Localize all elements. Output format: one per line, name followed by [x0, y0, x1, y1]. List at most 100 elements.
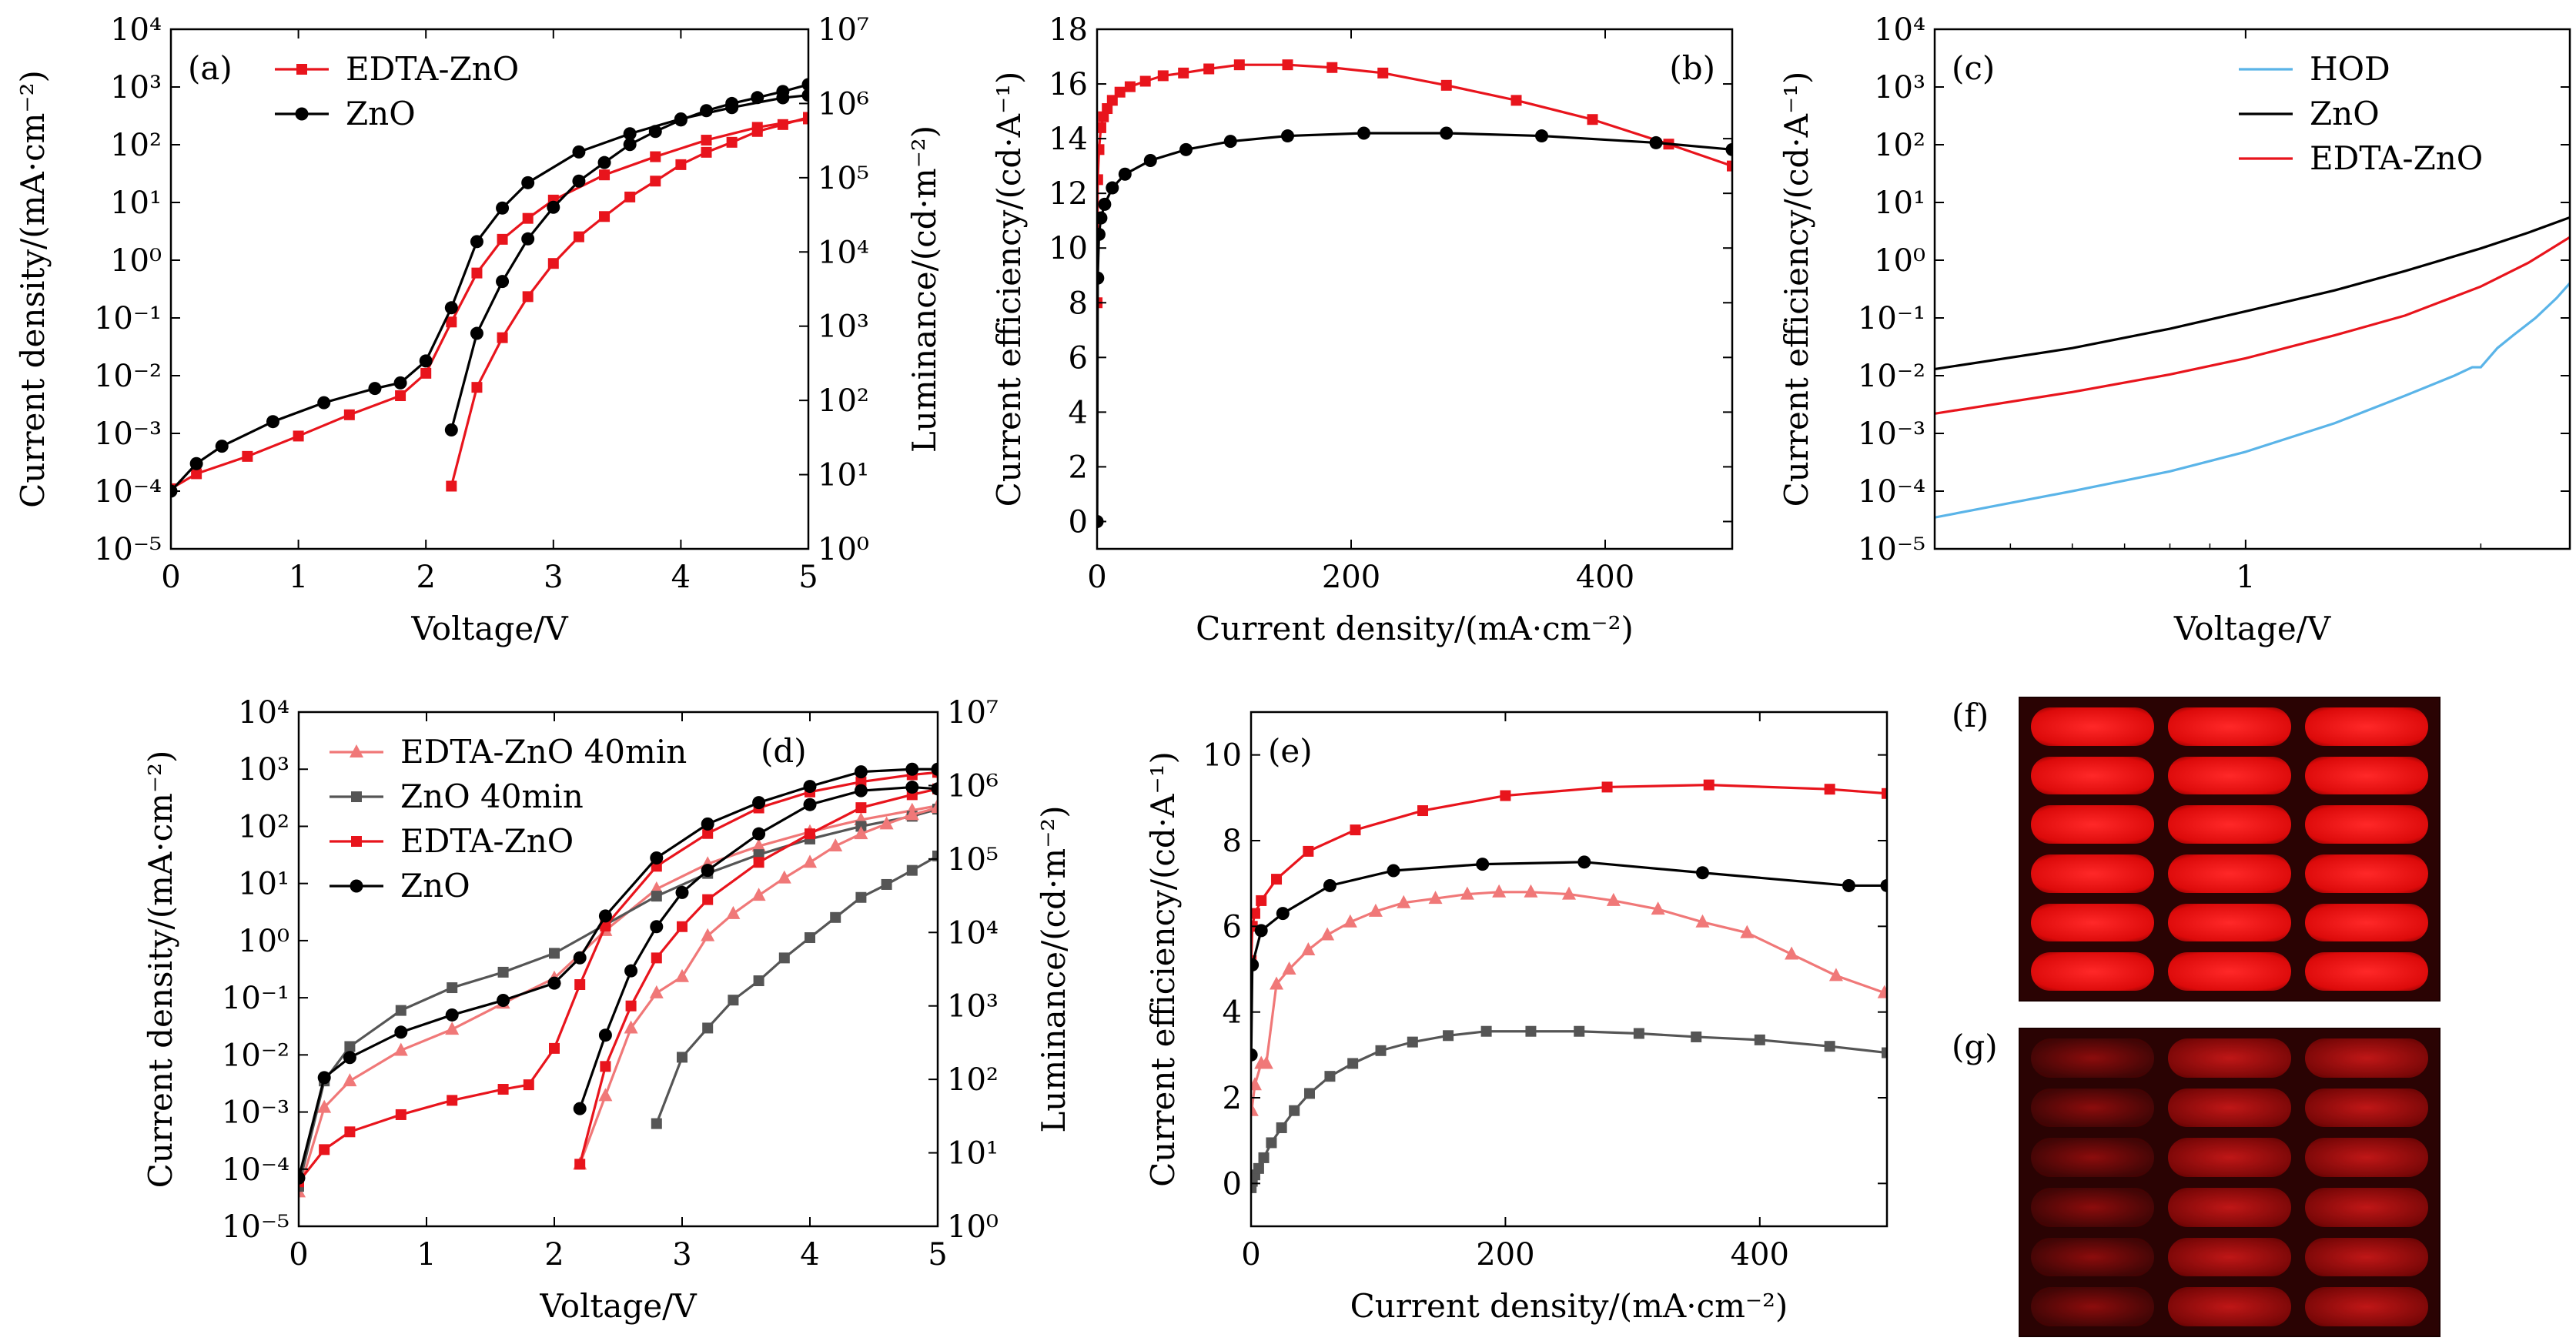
y-tick-label: 2: [1069, 450, 1088, 485]
series-line: [299, 767, 938, 1179]
legend: HOD ZnO EDTA-ZnO: [2239, 50, 2483, 177]
data-point: [549, 948, 560, 959]
series-line: [450, 115, 808, 487]
y-tick-label: 10: [1049, 231, 1088, 266]
pixel-bar: [2168, 1237, 2291, 1277]
data-point: [1725, 142, 1732, 156]
data-point: [266, 415, 279, 429]
data-point: [600, 920, 611, 931]
data-point: [573, 231, 584, 242]
data-point: [393, 376, 407, 390]
data-point: [1824, 784, 1835, 795]
data-point: [855, 776, 867, 788]
data-point: [854, 765, 868, 779]
y-tick-label: 10⁻²: [222, 1038, 289, 1073]
data-point: [1253, 1162, 1264, 1174]
pixel-bar: [2031, 952, 2154, 991]
data-point: [701, 817, 714, 831]
data-point: [1785, 946, 1799, 960]
data-point: [444, 423, 458, 437]
data-point: [1303, 845, 1314, 857]
y2-tick-label: 10⁴: [947, 915, 999, 951]
data-point: [624, 1020, 638, 1034]
data-point: [574, 979, 586, 991]
data-point: [778, 952, 790, 964]
data-point: [1727, 160, 1732, 172]
data-point: [726, 905, 741, 919]
pixel-bar: [2031, 805, 2154, 844]
data-point: [1880, 878, 1887, 892]
data-point: [446, 480, 457, 492]
data-point: [1282, 961, 1296, 975]
data-point: [1233, 59, 1245, 71]
data-point: [215, 440, 229, 453]
y-axis-label: Current efficiency/(cd·A⁻¹): [990, 72, 1028, 507]
y-tick-label: 10⁴: [1874, 12, 1925, 48]
data-point: [623, 127, 637, 141]
data-point: [702, 1022, 714, 1034]
data-point: [702, 894, 714, 905]
pixel-bar: [2305, 854, 2428, 893]
data-point: [1251, 958, 1260, 971]
data-point: [319, 1144, 330, 1155]
series-line: [171, 94, 808, 493]
panel-label: (a): [188, 49, 233, 87]
data-point: [1179, 142, 1193, 156]
data-point: [1281, 129, 1294, 143]
data-point: [1098, 111, 1109, 122]
x-tick-label: 400: [1576, 560, 1634, 595]
data-point: [1649, 135, 1663, 149]
series-line: [1251, 784, 1887, 961]
x-tick-label: 3: [544, 560, 563, 595]
data-point: [521, 232, 535, 246]
data-point: [496, 275, 510, 289]
data-point: [522, 212, 534, 224]
panel-label: (c): [1952, 49, 1995, 87]
data-point: [805, 932, 815, 944]
y-tick-label: 10⁰: [1874, 243, 1925, 279]
data-point: [1251, 1077, 1262, 1091]
data-point: [497, 332, 508, 343]
series-line: [1935, 236, 2570, 415]
data-point: [343, 1051, 356, 1065]
pixel-bar: [2031, 1088, 2154, 1128]
data-point: [702, 828, 714, 839]
data-point: [1303, 1088, 1315, 1099]
series-line: [1097, 63, 1732, 303]
x-tick-label: 1: [289, 560, 308, 595]
data-point: [1114, 86, 1126, 98]
data-point: [803, 798, 817, 811]
data-point: [1476, 858, 1490, 871]
x-tick-label: 200: [1476, 1237, 1534, 1272]
y-tick-label: 10⁻⁴: [222, 1152, 289, 1188]
y-tick-label: 10⁴: [110, 12, 162, 48]
data-point: [1289, 1105, 1300, 1116]
data-point: [1824, 1041, 1835, 1052]
legend-label: EDTA-ZnO: [2310, 139, 2483, 177]
data-point: [651, 1118, 662, 1129]
data-point: [1407, 1036, 1418, 1048]
data-point: [651, 952, 662, 964]
data-point: [447, 982, 458, 994]
data-point: [1223, 135, 1237, 149]
data-point: [497, 1084, 509, 1095]
pixel-bar: [2031, 1237, 2154, 1277]
series-line: [299, 804, 938, 1192]
data-point: [496, 201, 510, 215]
data-point: [1102, 103, 1113, 115]
data-point: [1097, 271, 1105, 285]
pixel-bar: [2168, 1088, 2291, 1128]
data-point: [677, 1052, 687, 1063]
x-tick-label: 1: [417, 1237, 436, 1272]
series-line: [1251, 1030, 1887, 1189]
y2-tick-label: 10⁷: [947, 695, 999, 731]
y2-tick-label: 10⁵: [818, 161, 869, 196]
data-point: [1500, 790, 1511, 801]
y-tick-label: 10: [1203, 738, 1242, 774]
legend-label: ZnO: [2310, 95, 2380, 132]
panel-label: (b): [1669, 49, 1715, 87]
legend: EDTA-ZnO ZnO: [275, 50, 519, 132]
legend-marker: [296, 64, 307, 75]
data-point: [1691, 1031, 1702, 1042]
